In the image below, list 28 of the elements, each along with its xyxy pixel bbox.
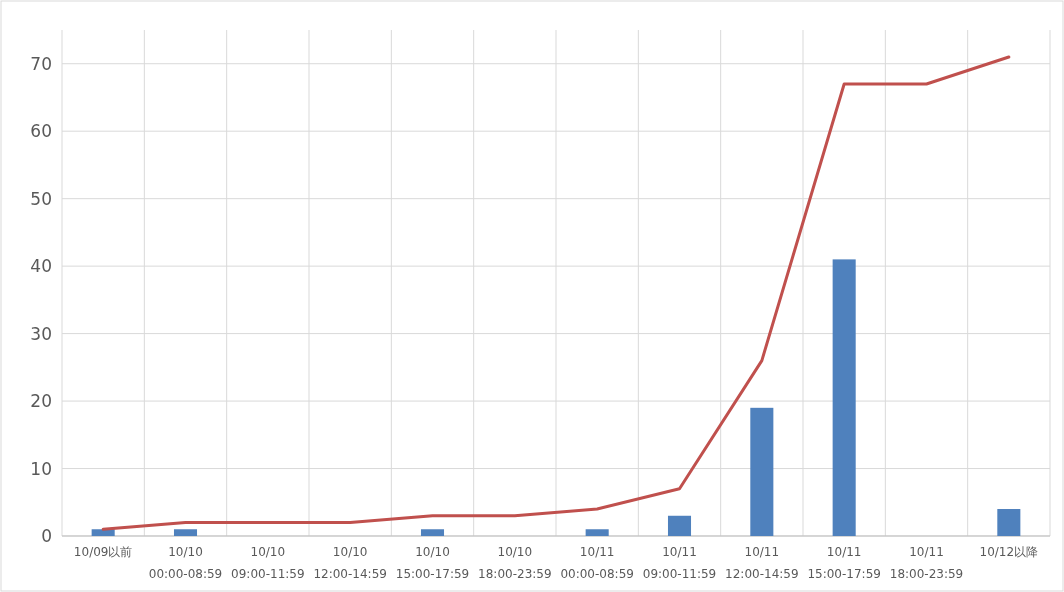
- x-tick-label: 10/12以降: [979, 545, 1039, 559]
- bar: [750, 407, 774, 536]
- bar: [667, 515, 692, 536]
- x-tick-label: 10/11 09:00-11:59: [642, 545, 717, 581]
- bar: [832, 259, 856, 536]
- y-tick-label: 30: [30, 323, 52, 344]
- y-tick-label: 40: [30, 256, 52, 277]
- x-tick-label: 10/11 15:00-17:59: [807, 545, 881, 581]
- y-tick-label: 0: [41, 526, 52, 546]
- x-tick-label: 10/10 15:00-17:59: [395, 545, 470, 581]
- bar: [420, 529, 445, 536]
- y-tick-label: 50: [30, 188, 52, 209]
- bar: [997, 509, 1021, 536]
- x-tick-label: 10/09以前: [73, 545, 133, 559]
- x-tick-label: 10/11 12:00-14:59: [725, 545, 799, 581]
- y-tick-label: 10: [30, 458, 52, 479]
- x-tick-label: 10/10 09:00-11:59: [231, 545, 305, 581]
- line-series: [101, 55, 1011, 531]
- y-tick-label: 70: [30, 53, 52, 74]
- x-tick-label: 10/10 00:00-08:59: [148, 545, 223, 581]
- y-tick-label: 20: [30, 391, 52, 412]
- x-tick-label: 10/11 18:00-23:59: [889, 545, 964, 581]
- bar: [585, 529, 609, 536]
- x-tick-label: 10/10 12:00-14:59: [313, 545, 387, 581]
- y-tick-label: 60: [30, 121, 52, 142]
- x-tick-label: 10/10 18:00-23:59: [478, 545, 552, 581]
- x-tick-label: 10/11 00:00-08:59: [560, 545, 634, 581]
- bar: [173, 529, 198, 536]
